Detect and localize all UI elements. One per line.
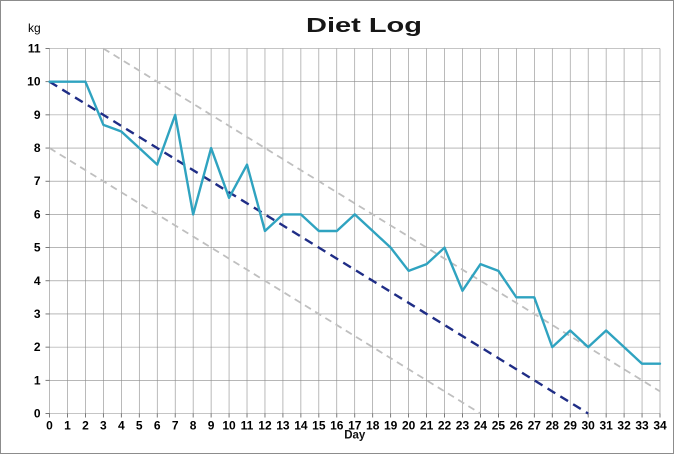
svg-text:kg: kg xyxy=(28,21,41,35)
svg-text:21: 21 xyxy=(420,419,434,433)
svg-text:7: 7 xyxy=(34,174,41,188)
svg-text:Day: Day xyxy=(344,430,366,442)
svg-text:34: 34 xyxy=(653,419,667,433)
svg-text:31: 31 xyxy=(599,419,613,433)
svg-text:27: 27 xyxy=(528,419,542,433)
svg-text:3: 3 xyxy=(100,419,107,433)
svg-text:6: 6 xyxy=(34,207,41,221)
svg-text:26: 26 xyxy=(510,419,524,433)
svg-text:25: 25 xyxy=(492,419,506,433)
svg-text:14: 14 xyxy=(294,419,308,433)
svg-text:0: 0 xyxy=(34,407,41,421)
svg-text:22: 22 xyxy=(438,419,452,433)
svg-text:12: 12 xyxy=(258,419,272,433)
svg-text:4: 4 xyxy=(118,419,125,433)
svg-text:18: 18 xyxy=(366,419,380,433)
svg-text:9: 9 xyxy=(208,419,215,433)
svg-text:30: 30 xyxy=(581,419,595,433)
svg-text:1: 1 xyxy=(34,373,41,387)
svg-text:28: 28 xyxy=(546,419,560,433)
svg-text:15: 15 xyxy=(312,419,326,433)
svg-text:1: 1 xyxy=(64,419,71,433)
svg-text:8: 8 xyxy=(190,419,197,433)
svg-text:11: 11 xyxy=(241,419,254,433)
svg-text:3: 3 xyxy=(34,307,41,321)
svg-text:2: 2 xyxy=(82,419,89,433)
svg-text:6: 6 xyxy=(154,419,161,433)
svg-text:13: 13 xyxy=(276,419,290,433)
svg-text:2: 2 xyxy=(34,340,41,354)
svg-text:16: 16 xyxy=(330,419,344,433)
svg-text:32: 32 xyxy=(617,419,631,433)
svg-text:4: 4 xyxy=(34,274,41,288)
svg-text:8: 8 xyxy=(34,141,41,155)
svg-text:9: 9 xyxy=(34,108,41,122)
svg-text:10: 10 xyxy=(222,419,236,433)
svg-text:33: 33 xyxy=(635,419,649,433)
svg-text:19: 19 xyxy=(384,419,398,433)
svg-text:29: 29 xyxy=(564,419,578,433)
svg-text:5: 5 xyxy=(136,419,143,433)
svg-text:0: 0 xyxy=(46,419,53,433)
svg-text:10: 10 xyxy=(27,75,41,89)
svg-text:7: 7 xyxy=(172,419,179,433)
svg-text:20: 20 xyxy=(402,419,416,433)
svg-text:11: 11 xyxy=(28,42,41,56)
svg-text:5: 5 xyxy=(34,241,41,255)
svg-text:23: 23 xyxy=(456,419,470,433)
svg-text:24: 24 xyxy=(474,419,488,433)
